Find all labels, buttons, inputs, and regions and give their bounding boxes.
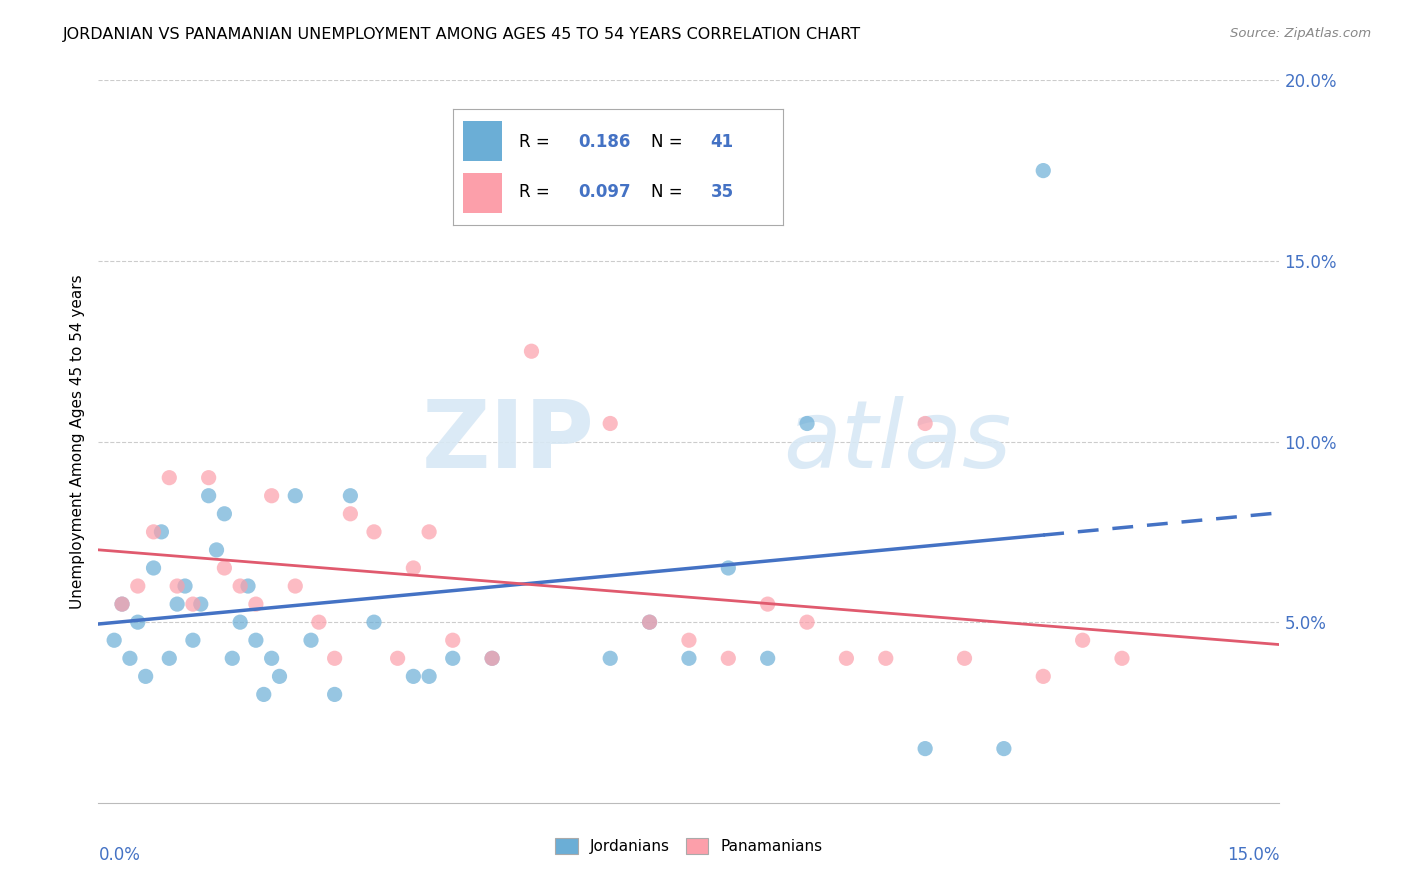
Point <box>1032 163 1054 178</box>
Point <box>323 651 346 665</box>
Point <box>245 633 267 648</box>
Point <box>214 561 236 575</box>
Point <box>269 669 291 683</box>
Point <box>260 651 283 665</box>
Text: atlas: atlas <box>783 396 1012 487</box>
Point <box>875 651 897 665</box>
Text: ZIP: ZIP <box>422 395 595 488</box>
Point <box>181 597 204 611</box>
Point <box>142 524 165 539</box>
Point <box>339 489 361 503</box>
Point <box>756 597 779 611</box>
Point <box>796 417 818 431</box>
Point <box>481 651 503 665</box>
Point <box>1111 651 1133 665</box>
Text: JORDANIAN VS PANAMANIAN UNEMPLOYMENT AMONG AGES 45 TO 54 YEARS CORRELATION CHART: JORDANIAN VS PANAMANIAN UNEMPLOYMENT AMO… <box>63 27 862 42</box>
Point <box>229 615 252 630</box>
Point <box>520 344 543 359</box>
Point <box>157 471 180 485</box>
Point <box>1032 669 1054 683</box>
Point <box>260 489 283 503</box>
Point <box>308 615 330 630</box>
Point <box>599 651 621 665</box>
Point <box>135 669 157 683</box>
Point <box>127 615 149 630</box>
Point <box>323 687 346 701</box>
Point <box>402 561 425 575</box>
Point <box>103 633 125 648</box>
Point <box>638 615 661 630</box>
Point <box>118 651 141 665</box>
Point <box>363 615 385 630</box>
Point <box>166 597 188 611</box>
Point <box>111 597 134 611</box>
Point <box>678 651 700 665</box>
Point <box>299 633 322 648</box>
Point <box>993 741 1015 756</box>
Point <box>678 633 700 648</box>
Point <box>205 542 228 557</box>
Point <box>638 615 661 630</box>
Point <box>236 579 259 593</box>
Point <box>221 651 243 665</box>
Point <box>284 579 307 593</box>
Point <box>402 669 425 683</box>
Point <box>914 741 936 756</box>
Point <box>157 651 180 665</box>
Point <box>914 417 936 431</box>
Legend: Jordanians, Panamanians: Jordanians, Panamanians <box>548 832 830 860</box>
Point <box>197 471 219 485</box>
Point <box>418 524 440 539</box>
Point <box>181 633 204 648</box>
Point <box>127 579 149 593</box>
Point <box>441 651 464 665</box>
Point <box>441 633 464 648</box>
Y-axis label: Unemployment Among Ages 45 to 54 years: Unemployment Among Ages 45 to 54 years <box>69 274 84 609</box>
Point <box>197 489 219 503</box>
Point <box>166 579 188 593</box>
Point <box>214 507 236 521</box>
Text: Source: ZipAtlas.com: Source: ZipAtlas.com <box>1230 27 1371 40</box>
Point <box>142 561 165 575</box>
Point <box>481 651 503 665</box>
Point <box>190 597 212 611</box>
Point <box>253 687 276 701</box>
Point <box>599 417 621 431</box>
Text: 15.0%: 15.0% <box>1227 847 1279 864</box>
Point <box>717 651 740 665</box>
Point <box>835 651 858 665</box>
Point <box>796 615 818 630</box>
Point <box>756 651 779 665</box>
Point <box>174 579 197 593</box>
Point <box>111 597 134 611</box>
Point <box>339 507 361 521</box>
Point <box>245 597 267 611</box>
Point <box>1071 633 1094 648</box>
Point <box>387 651 409 665</box>
Point <box>150 524 173 539</box>
Point <box>953 651 976 665</box>
Text: 0.0%: 0.0% <box>98 847 141 864</box>
Point <box>717 561 740 575</box>
Point <box>284 489 307 503</box>
Point <box>418 669 440 683</box>
Point <box>560 128 582 142</box>
Point <box>363 524 385 539</box>
Point <box>229 579 252 593</box>
